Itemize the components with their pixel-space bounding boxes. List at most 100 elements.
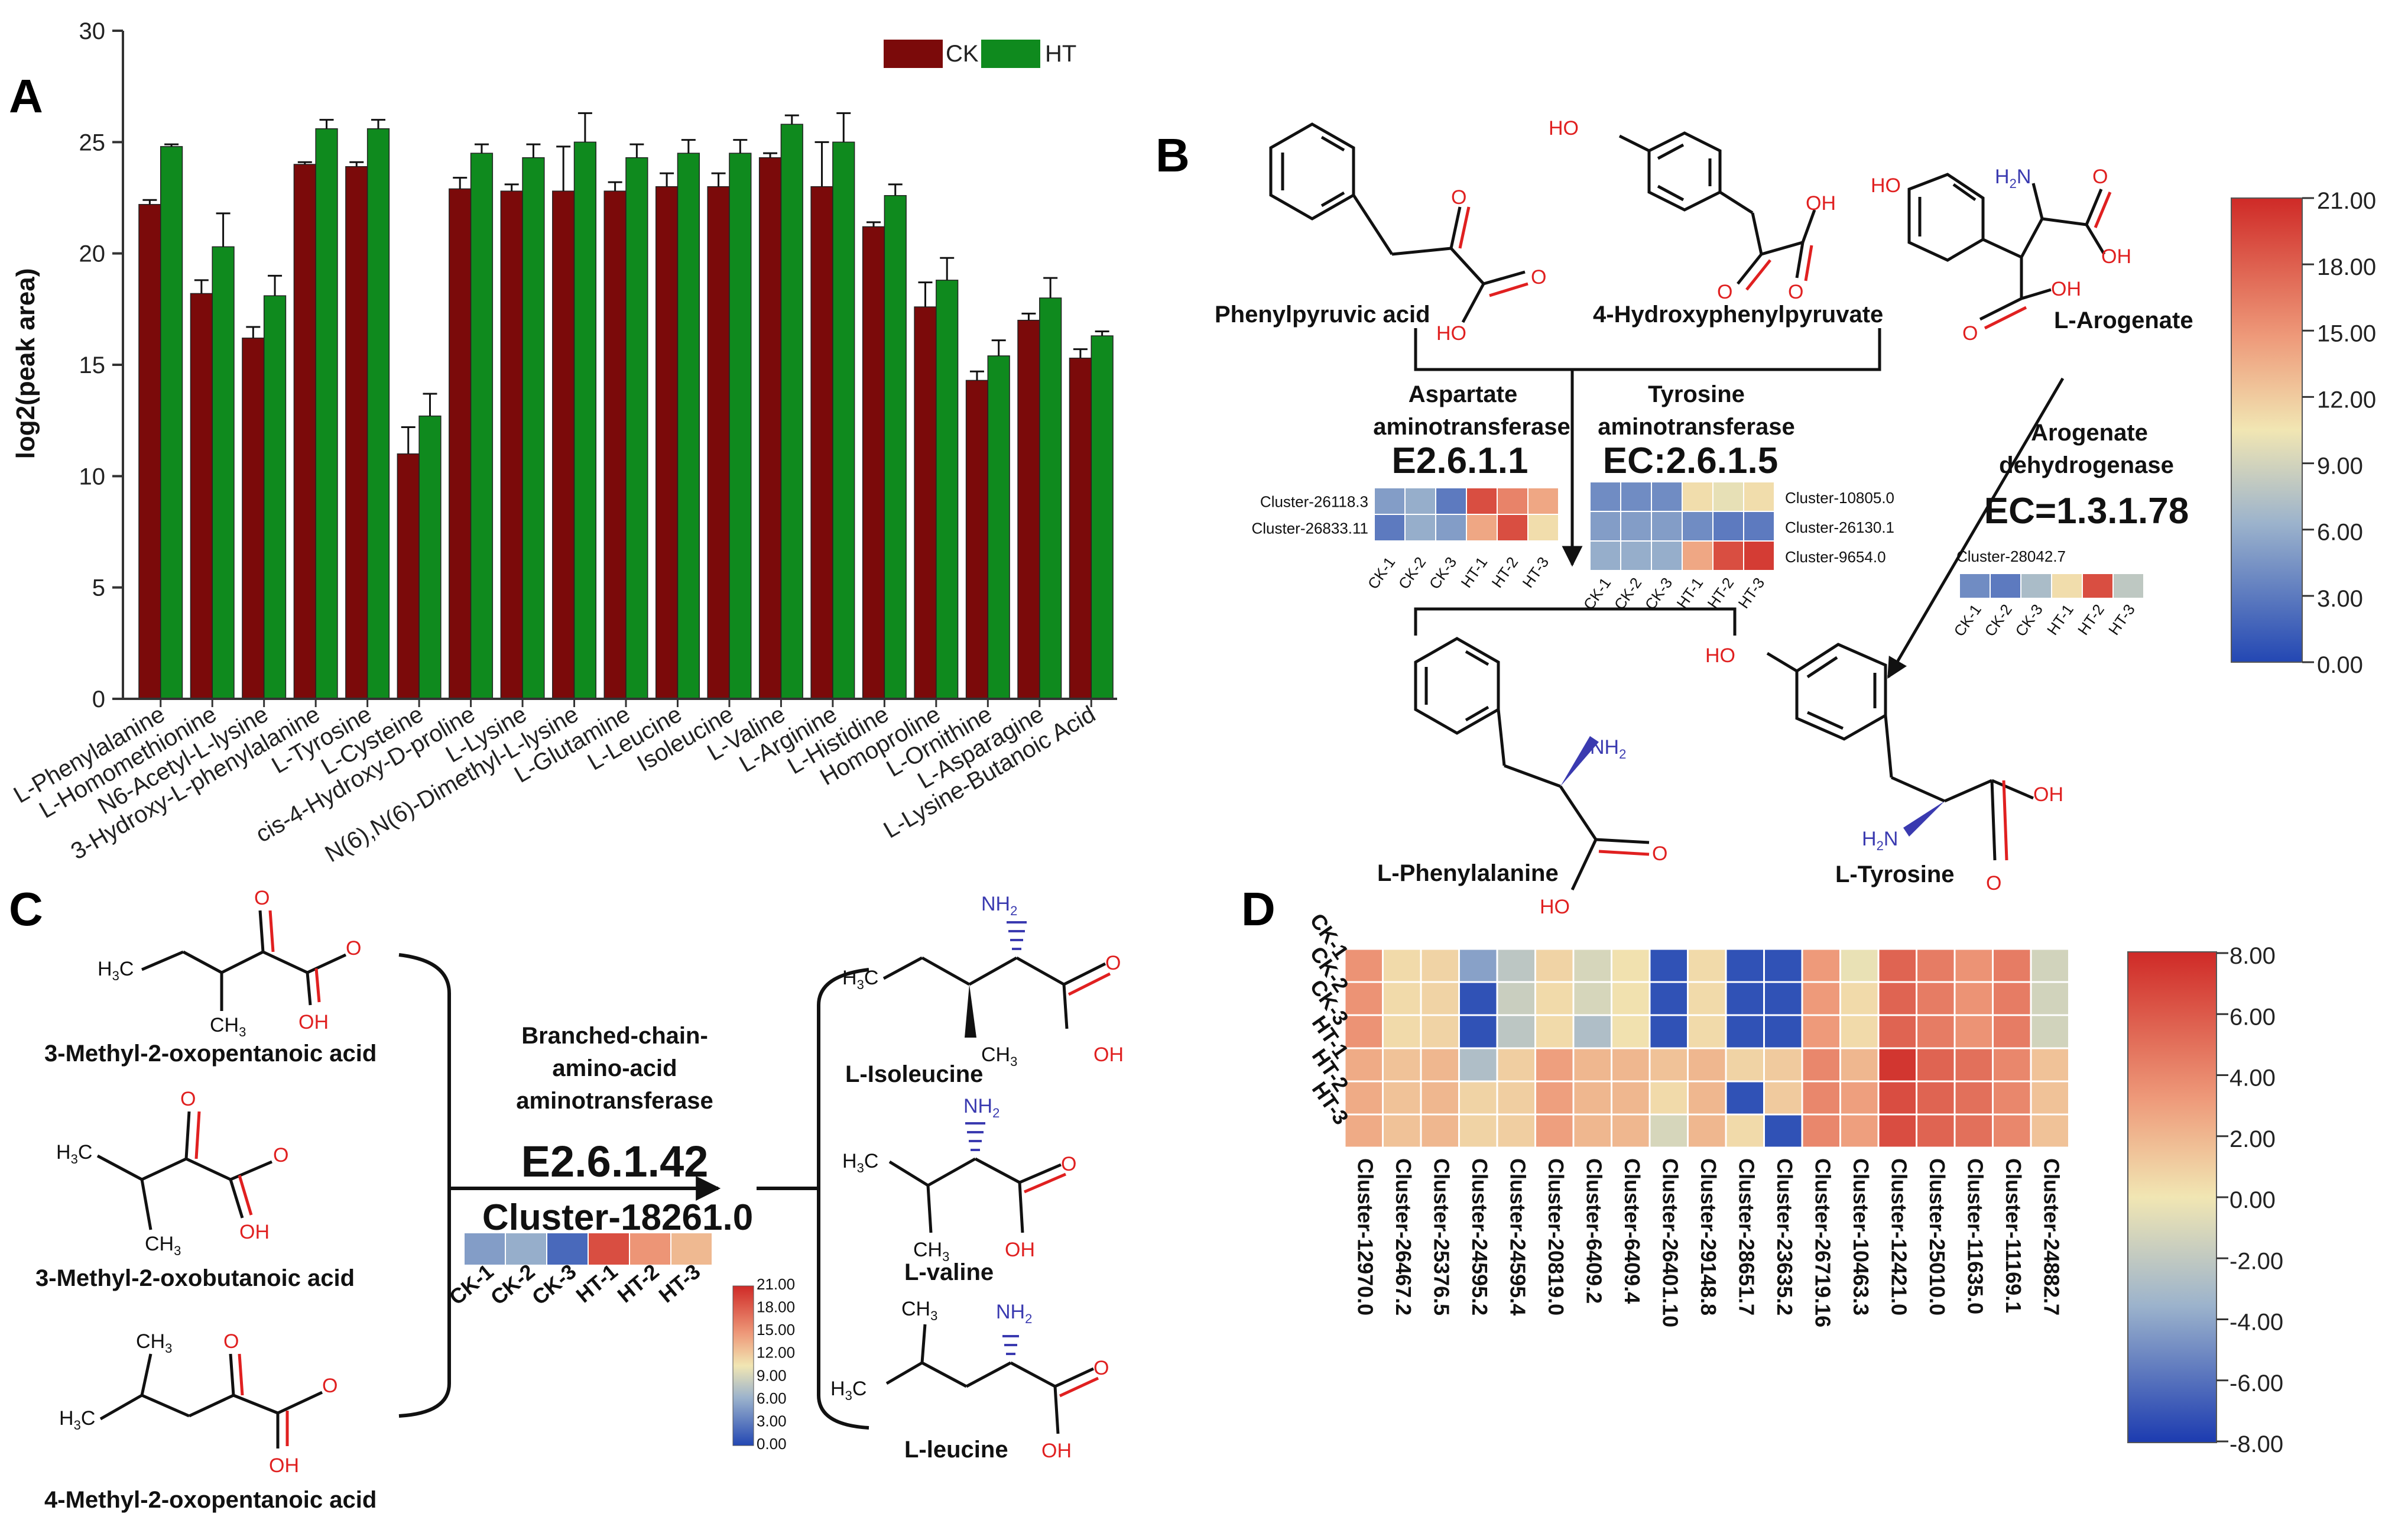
- enzyme-tyrosine-line1: Tyrosine: [1648, 381, 1745, 407]
- heatmap-cell: [2112, 573, 2144, 599]
- atom-oh: OH: [298, 1011, 329, 1033]
- bar-ht: [1091, 335, 1114, 699]
- y-tick-label: 25: [79, 129, 106, 155]
- scale-tick-label: 0.00: [757, 1435, 787, 1453]
- heatmap-col-label: Cluster-11169.1: [2001, 1158, 2026, 1313]
- heatmap-cell: [1687, 1014, 1727, 1049]
- scale-tick-label: 6.00: [757, 1389, 787, 1407]
- heatmap-cell: [588, 1232, 630, 1266]
- heatmap-cell: [1763, 1047, 1803, 1083]
- y-axis-ticks: 0 5 10 15 20 25 30: [79, 18, 123, 712]
- atom-ch3: CH3: [145, 1233, 181, 1258]
- heatmap-col-label: HT-3: [2105, 601, 2138, 638]
- panel-label-b: B: [1156, 129, 1190, 182]
- heatmap-col-label: HT-3: [1734, 574, 1768, 611]
- heatmap-cell: [1877, 948, 1917, 983]
- atom-o: O: [1105, 952, 1121, 974]
- heatmap-col-label: HT-2: [613, 1259, 664, 1308]
- heatmap-row-label: Cluster-9654.0: [1785, 548, 1886, 566]
- heatmap-cell: [1687, 1113, 1727, 1149]
- heatmap-col-label: Cluster-29148.8: [1696, 1158, 1721, 1315]
- heatmap-cell: [1458, 981, 1498, 1016]
- heatmap-cell: [1611, 1113, 1651, 1149]
- atom-oh: OH: [2051, 278, 2081, 300]
- atom-oh: OH: [2033, 783, 2063, 806]
- legend-swatch-ht: [981, 40, 1040, 68]
- atom-h3c: H3C: [98, 958, 134, 983]
- product-l-leucine: L-leucine: [904, 1437, 1008, 1463]
- heatmap-cell: [1382, 981, 1422, 1016]
- bar-ck: [552, 190, 575, 699]
- heatmap-row-label: Cluster-28042.7: [1956, 547, 2066, 565]
- heatmap-col-label: Cluster-12970.0: [1354, 1158, 1378, 1315]
- heatmap-cell: [1458, 948, 1498, 983]
- atom-h2n: H2N: [1862, 828, 1898, 853]
- scale-tick-label: -8.00: [2229, 1431, 2283, 1457]
- atom-o: O: [1451, 186, 1466, 209]
- heatmap-cell: [1572, 1113, 1612, 1149]
- heatmap-cell: [2030, 1080, 2070, 1116]
- color-scale-d-ticks: 8.00 6.00 4.00 2.00 0.00 -2.00 -4.00 -6.00 -8.00: [2216, 943, 2283, 1457]
- heatmap-cell: [1589, 540, 1621, 571]
- heatmap-cell: [1839, 948, 1880, 983]
- enzyme-bcat-ec: E2.6.1.42: [521, 1137, 709, 1186]
- heatmap-cell: [1496, 1047, 1536, 1083]
- heatmap-cell: [1496, 1113, 1536, 1149]
- scale-tick-label: 21.00: [2317, 188, 2376, 214]
- heatmap-col-label: HT-2: [1703, 574, 1737, 611]
- heatmap-cell: [1959, 573, 1991, 599]
- scale-tick-label: -6.00: [2229, 1370, 2283, 1396]
- bar-ht: [625, 157, 648, 699]
- scale-tick-label: 0.00: [2317, 652, 2363, 678]
- heatmap-cell: [1651, 481, 1683, 512]
- scale-tick-label: 21.00: [757, 1275, 795, 1293]
- scale-tick-label: -4.00: [2229, 1310, 2283, 1336]
- scale-tick-label: 4.00: [2229, 1065, 2276, 1091]
- heatmap-col-label: Cluster-23635.2: [1773, 1158, 1797, 1315]
- l-leucine-structure: [885, 1324, 1099, 1434]
- heatmap-cell: [1687, 1080, 1727, 1116]
- bar-ck: [500, 190, 523, 699]
- atom-ch3: CH3: [901, 1298, 937, 1323]
- heatmap-col-label: Cluster-20819.0: [1544, 1158, 1568, 1315]
- heatmap-col-label: CK-2: [1395, 553, 1430, 592]
- heatmap-col-label: CK-3: [1426, 553, 1461, 592]
- heatmap-cell: [1682, 511, 1713, 542]
- heatmap-col-label: CK-2: [1981, 601, 2016, 640]
- heatmap-cell: [1497, 487, 1528, 515]
- heatmap-col-label: Cluster-12421.0: [1887, 1158, 1912, 1315]
- heatmap-cell: [629, 1232, 671, 1266]
- enzyme-bcat-line2: amino-acid: [552, 1055, 677, 1081]
- heatmap-cell: [1420, 948, 1460, 983]
- heatmap-cell: [505, 1232, 547, 1266]
- heatmap-cell: [1611, 1014, 1651, 1049]
- heatmap-cell: [1572, 948, 1612, 983]
- y-tick-label: 0: [92, 686, 105, 712]
- atom-o: O: [223, 1330, 239, 1353]
- bar-ht: [884, 195, 907, 699]
- heatmap-cell: [1496, 948, 1536, 983]
- bar-ck: [914, 306, 937, 699]
- bar-ht: [780, 124, 803, 699]
- atom-oh: HO: [1436, 322, 1466, 345]
- heatmap-cell: [1466, 514, 1498, 542]
- heatmap-cell: [1801, 981, 1841, 1016]
- heatmap-cell: [1527, 514, 1559, 542]
- substrate-3-methyl-2-oxobutanoic-acid: 3-Methyl-2-oxobutanoic acid: [35, 1265, 355, 1291]
- heatmap-cell: [1801, 1014, 1841, 1049]
- atom-o: O: [322, 1375, 337, 1397]
- atom-oh: OH: [1041, 1440, 1072, 1462]
- heatmap-cell: [1572, 1047, 1612, 1083]
- heatmap-cell: [1916, 1113, 1956, 1149]
- heatmap-cell: [1589, 511, 1621, 542]
- heatmap-cell: [1953, 1113, 1994, 1149]
- heatmap-col-label: HT-3: [654, 1259, 705, 1308]
- l-tyrosine-structure: [1766, 643, 2034, 861]
- atom-o: O: [180, 1088, 196, 1110]
- heatmap-col-label: CK-1: [1364, 553, 1399, 592]
- substrate-4-hydroxyphenylpyruvate: 4-Hydroxyphenylpyruvate: [1593, 302, 1883, 328]
- heatmap-col-label: CK-2: [1611, 574, 1646, 613]
- bar-ht: [522, 157, 545, 699]
